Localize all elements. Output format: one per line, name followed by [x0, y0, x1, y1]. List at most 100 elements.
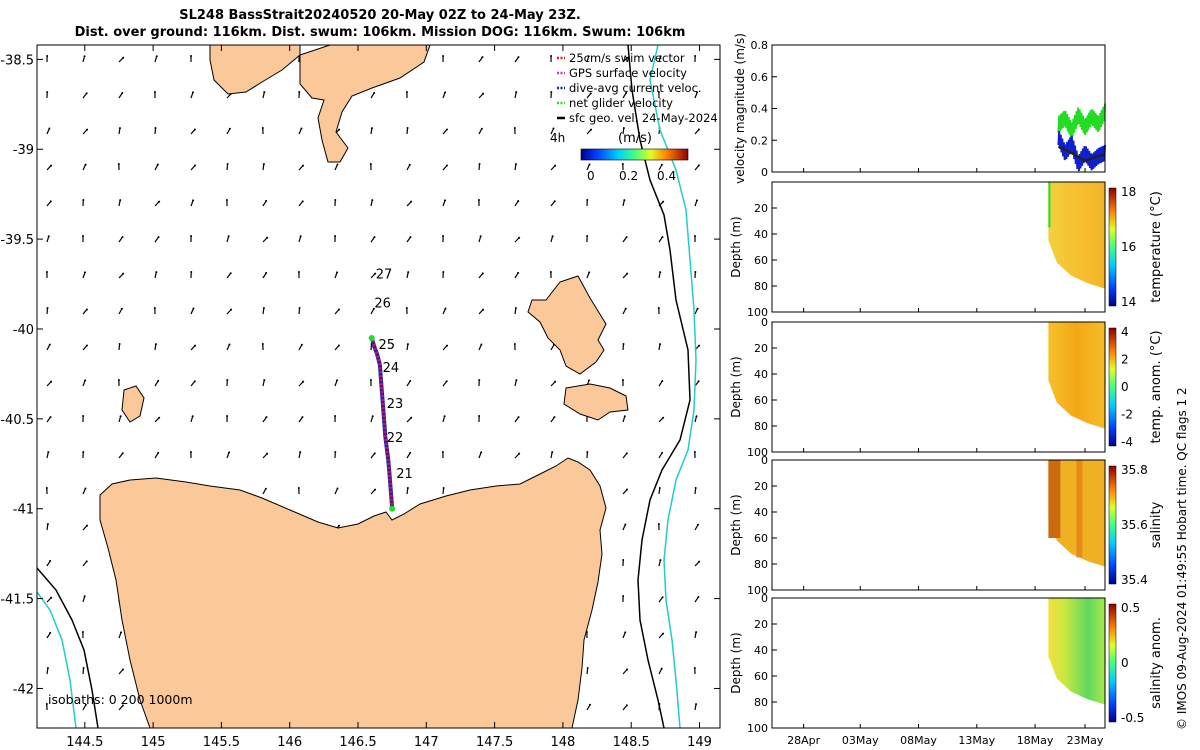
current-arrow-head [661, 451, 664, 454]
current-arrow [514, 163, 517, 171]
current-arrow-head [46, 55, 49, 58]
current-arrow-head [189, 451, 192, 454]
map-y-tick-label: -41.5 [0, 593, 34, 608]
sal_anom-ylabel: Depth (m) [729, 632, 743, 693]
temperature-cb-tick: 18 [1121, 185, 1136, 199]
temp_anom-y-tick: 60 [754, 394, 768, 407]
panel-salinity: 0 20 40 60 80 100 Depth (m) 35.8 35.6 35.4 salinit… [729, 454, 1164, 597]
current-arrow-head [625, 704, 628, 707]
profile-field [1048, 182, 1105, 289]
land-king-island [121, 385, 145, 423]
current-arrow-head [695, 631, 698, 634]
current-arrow-head [82, 451, 85, 454]
current-arrow-head [698, 560, 701, 563]
current-arrow-head [697, 380, 700, 383]
current-arrow-head [336, 487, 339, 490]
temperature-y-tick: 100 [747, 306, 768, 319]
current-arrow [298, 452, 301, 459]
swim-vector-track [370, 337, 394, 509]
temperature-colorbar [1108, 187, 1117, 307]
temp_anom-y-tick: 0 [761, 316, 768, 329]
current-arrow-head [122, 272, 125, 275]
current-arrow-head [406, 127, 409, 130]
current-arrow [46, 523, 49, 531]
temperature-y-tick: 40 [754, 228, 768, 241]
current-arrow-head [626, 56, 629, 59]
current-arrow-head [586, 199, 589, 202]
current-arrow [190, 380, 196, 387]
current-arrow-head [478, 163, 481, 166]
map-axis-ticks: 144.5 145 145.5 146 146.5 147 147.5 148 148.5 149… [0, 45, 720, 750]
sal_anom-y-tick: 100 [747, 722, 768, 735]
panel-velocity: 0 0.2 0.4 0.6 0.8 velocity magnitude (m/s) [733, 33, 1106, 184]
time-x-tick-label: 23May [1067, 734, 1104, 747]
current-arrow-head [158, 200, 161, 203]
current-arrow-head [405, 307, 408, 310]
current-arrow-head [153, 91, 156, 94]
current-arrow-head [301, 416, 304, 419]
temp_anom-y-tick: 100 [747, 446, 768, 459]
velocity-y-tick: 0.2 [751, 134, 769, 147]
current-arrow-head [190, 55, 193, 58]
current-arrow [82, 164, 87, 171]
current-arrow-head [84, 163, 87, 166]
current-arrow [82, 596, 86, 603]
current-arrow-head [659, 343, 662, 346]
legend-label: sfc geo. vel. 24-May-2024 [569, 111, 718, 125]
current-arrow-head [518, 452, 521, 455]
current-arrow-head [117, 379, 120, 382]
current-arrow-head [696, 91, 699, 94]
map-x-tick-label: 149 [687, 735, 712, 750]
current-arrow [370, 416, 374, 423]
time-x-tick-label: 18May [1017, 734, 1054, 747]
sal_anom-y-tick: 80 [754, 696, 768, 709]
current-arrow-head [518, 236, 521, 239]
current-arrow [118, 632, 122, 639]
current-arrow [478, 272, 484, 279]
current-arrow [82, 704, 87, 711]
temperature-ylabel: Depth (m) [729, 216, 743, 277]
current-arrow-head [86, 128, 89, 131]
current-arrow-head [662, 416, 665, 419]
temperature-y-tick: 80 [754, 280, 768, 293]
current-arrow-head [262, 307, 265, 310]
current-arrow-head [660, 163, 663, 166]
current-arrow-head [121, 452, 124, 455]
legend-label: net glider velocity [569, 96, 673, 110]
isobath-200m [627, 45, 691, 728]
salinity-mid-band [1076, 460, 1083, 558]
current-arrow-head [551, 235, 554, 238]
current-arrow-head [50, 596, 53, 599]
current-arrow [694, 165, 700, 171]
current-arrow-head [190, 271, 193, 274]
current-arrow-head [587, 55, 590, 58]
current-arrow [550, 128, 555, 135]
current-arrow-head [373, 236, 376, 239]
current-arrow-head [586, 451, 589, 454]
map-x-tick-label: 146 [277, 735, 302, 750]
current-arrow-head [157, 236, 160, 239]
temp_anom-y-tick: 40 [754, 368, 768, 381]
salinity-y-tick: 40 [754, 506, 768, 519]
map-y-tick-label: -39.5 [0, 233, 34, 248]
velocity-ylabel: velocity magnitude (m/s) [733, 33, 747, 184]
temp_anom-y-tick: 20 [754, 342, 768, 355]
isobaths-label: isobaths: 0 200 1000m [48, 692, 193, 707]
current-arrow-head [49, 200, 52, 203]
current-arrow-head [226, 415, 229, 418]
temp_anom-ylabel: Depth (m) [729, 356, 743, 417]
current-arrow-head [82, 235, 85, 238]
current-arrow [370, 308, 375, 315]
current-arrow [370, 489, 376, 495]
current-arrow-head [371, 415, 374, 418]
current-arrow-head [263, 91, 266, 94]
colorbar-age-label: 4h [550, 131, 565, 145]
current-arrow [586, 164, 590, 171]
map-y-tick-label: -40.5 [0, 413, 34, 428]
current-arrow-head [587, 379, 590, 382]
current-arrow-head [369, 163, 372, 166]
current-arrow [370, 452, 376, 459]
current-arrow-head [82, 415, 85, 418]
day-markers: 21 22 23 24 25 26 27 [374, 268, 412, 483]
current-arrow-head [120, 307, 123, 310]
